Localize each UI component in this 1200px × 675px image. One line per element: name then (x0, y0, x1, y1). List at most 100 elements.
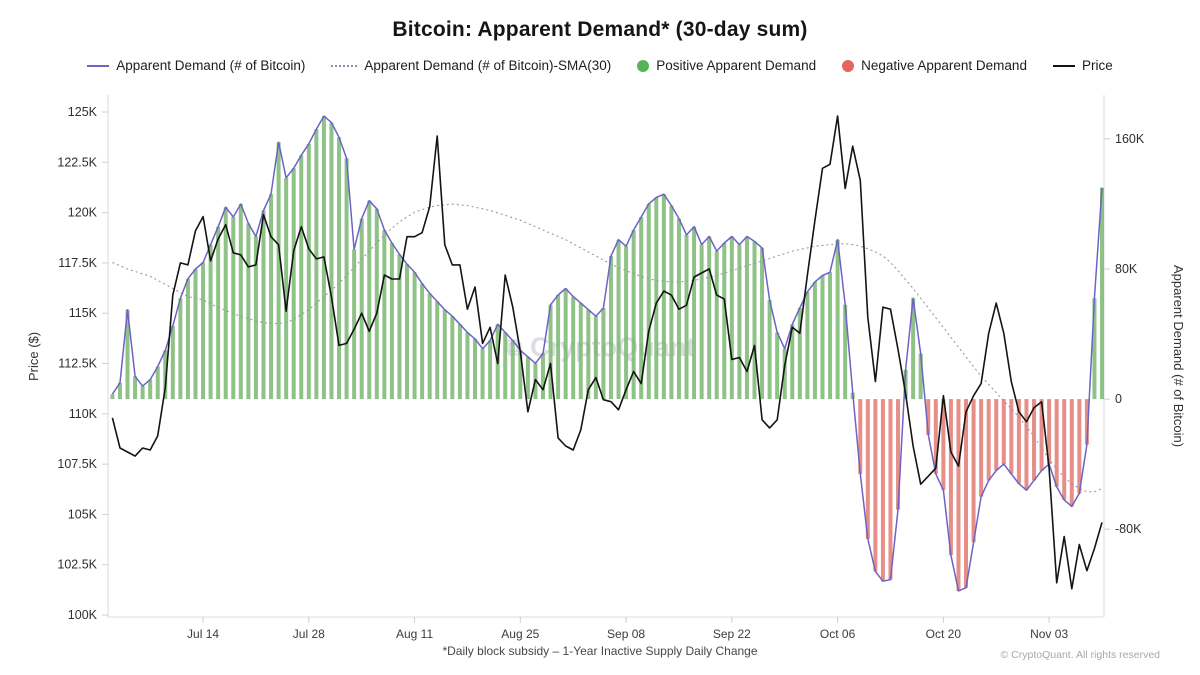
positive-demand-bar (608, 255, 613, 400)
positive-demand-bar (1092, 298, 1097, 400)
positive-demand-bar (465, 332, 470, 400)
positive-demand-bar (450, 316, 455, 400)
demand-tick-label: 0 (1115, 392, 1122, 406)
positive-demand-bar (178, 298, 183, 400)
positive-demand-bar (692, 226, 697, 400)
positive-demand-bar (284, 177, 289, 400)
x-tick-label: Nov 03 (1030, 627, 1068, 641)
demand-tick-label: 80K (1115, 262, 1138, 276)
negative-demand-bar (1001, 399, 1006, 465)
legend: Apparent Demand (# of Bitcoin) Apparent … (0, 58, 1200, 73)
positive-demand-bar (125, 309, 130, 400)
negative-demand-bar (1077, 399, 1082, 494)
positive-demand-bar (593, 316, 598, 400)
positive-demand-bar (699, 244, 704, 400)
positive-demand-bar (669, 205, 674, 400)
negative-demand-bar (986, 399, 991, 481)
negative-demand-bar (1054, 399, 1059, 487)
negative-demand-bar (1062, 399, 1067, 500)
positive-demand-bar (548, 304, 553, 400)
x-tick-label: Sep 08 (607, 627, 645, 641)
demand-tick-label: 160K (1115, 132, 1145, 146)
apparent-demand-line-marker-icon (87, 64, 110, 67)
positive-demand-bar (201, 262, 206, 400)
negative-demand-bar (956, 399, 961, 591)
negative-demand-bar (888, 399, 893, 580)
x-tick-label: Oct 20 (926, 627, 962, 641)
x-tick-label: Jul 28 (293, 627, 325, 641)
price-tick-label: 100K (68, 608, 98, 622)
price-tick-label: 117.5K (58, 256, 97, 270)
price-line-marker-icon (1052, 64, 1075, 67)
positive-demand-bar (843, 304, 848, 400)
negative-demand-bar (1009, 399, 1014, 474)
positive-demand-bar (246, 223, 251, 400)
positive-demand-bar (389, 242, 394, 400)
negative-demand-bar (979, 399, 984, 497)
positive-demand-bar (752, 241, 757, 400)
positive-demand-bar (185, 278, 190, 400)
legend-label-negative-demand: Negative Apparent Demand (861, 58, 1027, 73)
positive-demand-bar (140, 386, 145, 400)
negative-demand-bar (1039, 399, 1044, 471)
legend-item-sma30[interactable]: Apparent Demand (# of Bitcoin)-SMA(30) (331, 58, 611, 73)
legend-item-negative-demand[interactable]: Negative Apparent Demand (842, 58, 1027, 73)
positive-demand-bar (828, 272, 833, 400)
positive-demand-bar (163, 350, 168, 400)
positive-demand-bar (412, 272, 417, 400)
legend-item-positive-demand[interactable]: Positive Apparent Demand (637, 58, 816, 73)
negative-demand-bar (1084, 399, 1089, 445)
positive-demand-bar (510, 340, 515, 400)
positive-demand-bar (790, 324, 795, 400)
positive-demand-bar (601, 308, 606, 400)
negative-demand-bar (933, 399, 938, 474)
positive-demand-bar (631, 229, 636, 400)
positive-demand-bar (578, 303, 583, 400)
positive-demand-bar (911, 298, 916, 400)
negative-demand-bar (994, 399, 999, 471)
positive-demand-bar (488, 340, 493, 400)
positive-demand-bar (291, 168, 296, 400)
positive-demand-bar (616, 239, 621, 400)
price-tick-label: 125K (68, 105, 98, 119)
positive-demand-bar (238, 203, 243, 400)
positive-demand-bar (117, 382, 122, 400)
positive-demand-bar (329, 122, 334, 400)
positive-demand-bar (216, 226, 221, 400)
positive-demand-bar (540, 353, 545, 400)
positive-demand-bar (276, 142, 281, 400)
legend-label-positive-demand: Positive Apparent Demand (656, 58, 817, 73)
right-axis-title: Apparent Demand (# of Bitcoin) (1171, 264, 1186, 448)
positive-demand-bar (208, 244, 213, 400)
positive-demand-bar (737, 244, 742, 400)
positive-demand-bar (714, 251, 719, 400)
positive-demand-bar (367, 200, 372, 400)
positive-demand-bar (624, 246, 629, 400)
x-tick-label: Sep 22 (713, 627, 751, 641)
apparent-demand-line (111, 115, 1103, 592)
positive-demand-bar (427, 293, 432, 400)
price-tick-label: 112.5K (58, 357, 97, 371)
positive-demand-bar (442, 309, 447, 400)
copyright: © CryptoQuant. All rights reserved (1000, 649, 1160, 661)
positive-demand-bar (639, 216, 644, 400)
positive-demand-bar (306, 143, 311, 400)
legend-item-apparent-demand[interactable]: Apparent Demand (# of Bitcoin) (87, 58, 305, 73)
positive-demand-bar (359, 218, 364, 400)
price-tick-label: 110K (69, 407, 98, 421)
negative-demand-bar (858, 399, 863, 474)
positive-demand-bar (193, 269, 198, 400)
legend-item-price[interactable]: Price (1052, 58, 1113, 73)
x-tick-label: Aug 25 (501, 627, 539, 641)
positive-demand-bar (405, 264, 410, 400)
positive-demand-bar (646, 203, 651, 400)
price-tick-label: 102.5K (57, 558, 97, 572)
sma-30-line (112, 203, 1103, 493)
price-tick-label: 105K (68, 507, 98, 521)
positive-demand-bar (805, 291, 810, 400)
positive-demand-bar (374, 208, 379, 400)
positive-demand-bar (269, 194, 274, 400)
positive-demand-bar (457, 324, 462, 400)
positive-demand-bar (148, 379, 153, 400)
